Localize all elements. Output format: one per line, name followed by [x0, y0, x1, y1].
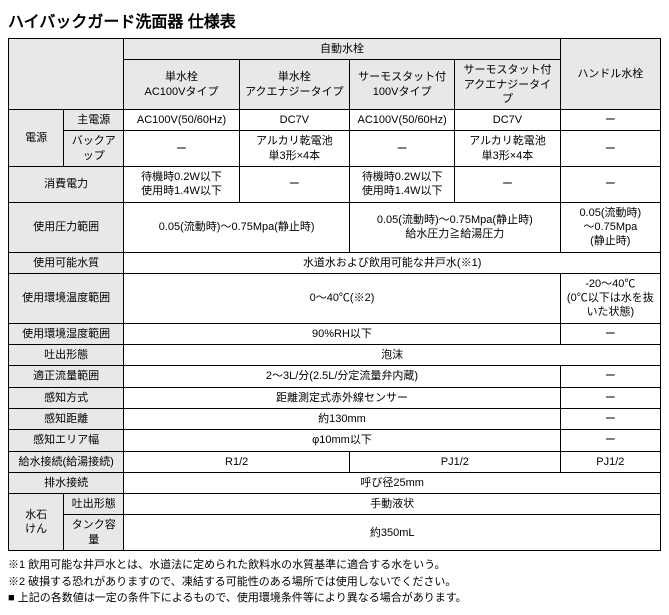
cell: ー: [560, 408, 660, 429]
row-supply: 給水接続(給湯接続): [9, 451, 124, 472]
cell: ー: [124, 131, 239, 167]
cell: 0～40℃(※2): [124, 273, 560, 323]
row-power-group: 電源: [9, 110, 64, 167]
row-tank: タンク容量: [64, 515, 124, 551]
cell: 約350mL: [124, 515, 661, 551]
cell: ー: [350, 131, 455, 167]
cell: 90%RH以下: [124, 323, 560, 344]
row-area: 感知エリア幅: [9, 430, 124, 451]
cell: φ10mm以下: [124, 430, 560, 451]
cell: 待機時0.2W以下使用時1.4W以下: [350, 167, 455, 203]
cell: ー: [560, 131, 660, 167]
cell: AC100V(50/60Hz): [124, 110, 239, 131]
cell: 水道水および飲用可能な井戸水(※1): [124, 252, 661, 273]
cell: DC7V: [455, 110, 560, 131]
cell: 泡沫: [124, 345, 661, 366]
cell: ー: [455, 167, 560, 203]
header-auto: 自動水栓: [124, 39, 560, 60]
row-pressure: 使用圧力範囲: [9, 202, 124, 252]
cell: 手動液状: [124, 494, 661, 515]
cell: 距離測定式赤外線センサー: [124, 387, 560, 408]
header-corner: [9, 39, 124, 110]
row-distance: 感知距離: [9, 408, 124, 429]
cell: ー: [560, 110, 660, 131]
cell: 0.05(流動時)～0.75Mpa(静止時): [124, 202, 350, 252]
cell: アルカリ乾電池単3形×4本: [239, 131, 349, 167]
note-3: ■ 上記の各数値は一定の条件下によるもので、使用環境条件等により異なる場合があり…: [8, 590, 661, 607]
notes: ※1 飲用可能な井戸水とは、水道法に定められた飲料水の水質基準に適合する水をいう…: [8, 557, 661, 607]
cell: AC100V(50/60Hz): [350, 110, 455, 131]
col-3: サーモスタット付100Vタイプ: [350, 60, 455, 110]
cell: 2～3L/分(2.5L/分定流量弁内蔵): [124, 366, 560, 387]
row-sense: 感知方式: [9, 387, 124, 408]
col-4: サーモスタット付アクエナジータイプ: [455, 60, 560, 110]
cell: アルカリ乾電池単3形×4本: [455, 131, 560, 167]
cell: ー: [560, 387, 660, 408]
row-backup: バックアップ: [64, 131, 124, 167]
row-humidity: 使用環境湿度範囲: [9, 323, 124, 344]
row-soap-group: 水石けん: [9, 494, 64, 551]
row-soap-type: 吐出形態: [64, 494, 124, 515]
cell: -20～40℃(0℃以下は水を抜いた状態): [560, 273, 660, 323]
cell: 約130mm: [124, 408, 560, 429]
cell: ー: [560, 323, 660, 344]
cell: PJ1/2: [560, 451, 660, 472]
col-1: 単水栓AC100Vタイプ: [124, 60, 239, 110]
cell: R1/2: [124, 451, 350, 472]
row-discharge: 吐出形態: [9, 345, 124, 366]
row-quality: 使用可能水質: [9, 252, 124, 273]
cell: 待機時0.2W以下使用時1.4W以下: [124, 167, 239, 203]
note-1: ※1 飲用可能な井戸水とは、水道法に定められた飲料水の水質基準に適合する水をいう…: [8, 557, 661, 574]
cell: 呼び径25mm: [124, 472, 661, 493]
row-drain: 排水接続: [9, 472, 124, 493]
col-2: 単水栓アクエナジータイプ: [239, 60, 349, 110]
cell: ー: [560, 167, 660, 203]
row-flow: 適正流量範囲: [9, 366, 124, 387]
cell: ー: [560, 430, 660, 451]
spec-title: ハイバックガード洗面器 仕様表: [8, 8, 661, 32]
row-consumption: 消費電力: [9, 167, 124, 203]
cell: 0.05(流動時)～0.75Mpa(静止時): [560, 202, 660, 252]
cell: ー: [560, 366, 660, 387]
cell: ー: [239, 167, 349, 203]
row-temp: 使用環境温度範囲: [9, 273, 124, 323]
cell: 0.05(流動時)～0.75Mpa(静止時)給水圧力≧給湯圧力: [350, 202, 561, 252]
spec-table: 自動水栓 ハンドル水栓 単水栓AC100Vタイプ 単水栓アクエナジータイプ サー…: [8, 38, 661, 551]
cell: PJ1/2: [350, 451, 561, 472]
note-2: ※2 破損する恐れがありますので、凍結する可能性のある場所では使用しないでくださ…: [8, 574, 661, 591]
row-main-power: 主電源: [64, 110, 124, 131]
cell: DC7V: [239, 110, 349, 131]
header-handle: ハンドル水栓: [560, 39, 660, 110]
